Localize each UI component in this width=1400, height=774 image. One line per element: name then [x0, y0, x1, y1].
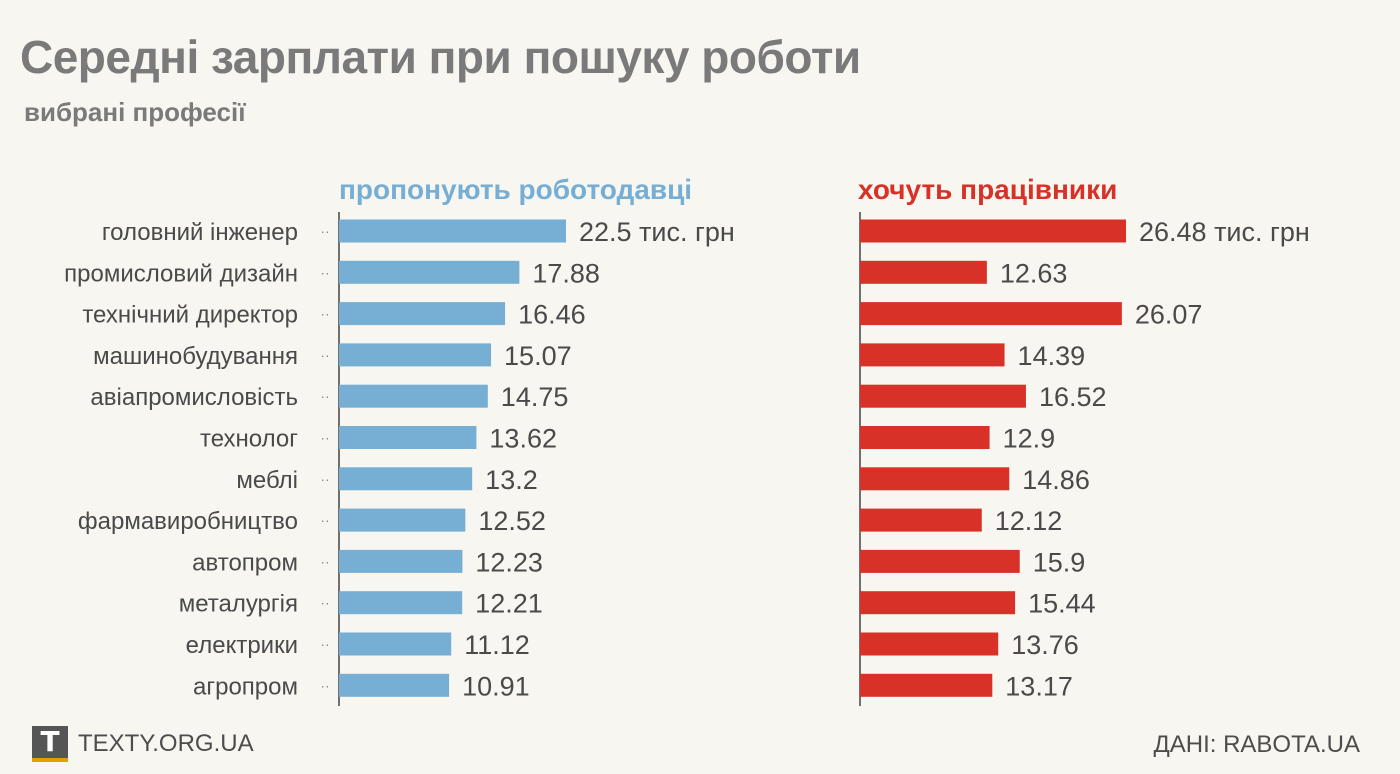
chart-title: Середні зарплати при пошуку роботи [20, 31, 861, 83]
series-header: пропонують роботодавці [339, 174, 692, 205]
bar [860, 343, 1005, 367]
leader-dots: ·· [320, 471, 329, 487]
chart-subtitle: вибрані професії [24, 97, 246, 127]
data-label: 13.62 [489, 424, 557, 454]
leader-dots: ·· [320, 636, 329, 652]
data-label: 14.39 [1018, 341, 1086, 371]
bar [860, 508, 982, 532]
category-label: авіапромисловість [90, 384, 298, 411]
data-label: 17.88 [532, 258, 600, 288]
bar [860, 302, 1122, 326]
bar [860, 591, 1016, 615]
data-label: 10.91 [462, 671, 530, 701]
bar [860, 632, 999, 656]
data-label: 15.9 [1033, 547, 1086, 577]
data-label: 12.63 [1000, 258, 1068, 288]
bar [339, 260, 520, 284]
category-label: технічний директор [82, 302, 298, 329]
leader-dots: ·· [320, 388, 329, 404]
category-label: промисловий дизайн [64, 260, 298, 287]
category-label: автопром [192, 549, 298, 576]
leader-dots: ·· [320, 264, 329, 280]
category-label: головний інженер [102, 219, 298, 246]
category-label: фармавиробництво [78, 508, 298, 535]
bar [860, 426, 990, 449]
leader-dots: ·· [320, 223, 329, 239]
leader-dots: ·· [320, 595, 329, 611]
bar [339, 632, 452, 656]
leader-dots: ·· [320, 677, 329, 693]
data-label: 13.76 [1011, 630, 1079, 660]
bar [339, 673, 450, 697]
bar [339, 384, 488, 408]
bar [339, 508, 466, 532]
category-label: технолог [200, 426, 298, 453]
data-label: 26.07 [1135, 300, 1203, 330]
bar [339, 426, 477, 449]
leader-dots: ·· [320, 512, 329, 528]
footer-brand: T TEXTY.ORG.UA [32, 726, 254, 762]
data-label: 26.48 тис. грн [1139, 217, 1310, 247]
data-label: 14.86 [1022, 465, 1090, 495]
bar [860, 260, 987, 284]
data-label: 12.52 [478, 506, 546, 536]
bar [339, 467, 473, 491]
data-label: 12.12 [995, 506, 1063, 536]
bar [860, 549, 1020, 573]
data-source: ДАНІ: RABOTA.UA [1153, 731, 1360, 758]
bar [860, 467, 1010, 491]
leader-dots: ·· [320, 553, 329, 569]
data-label: 12.23 [475, 547, 543, 577]
bar [860, 384, 1026, 408]
site-name: TEXTY.ORG.UA [78, 730, 254, 757]
data-label: 11.12 [464, 630, 530, 660]
category-label: машинобудування [93, 343, 298, 370]
data-label: 22.5 тис. грн [579, 217, 735, 247]
data-label: 12.21 [475, 589, 543, 619]
category-label: меблі [236, 467, 298, 494]
bar [339, 549, 463, 573]
data-label: 16.46 [518, 300, 586, 330]
data-label: 13.17 [1005, 671, 1073, 701]
data-label: 16.52 [1039, 382, 1107, 412]
bar [339, 219, 566, 243]
leader-dots: ·· [320, 347, 329, 363]
category-label: агропром [193, 673, 298, 700]
bar [339, 302, 506, 326]
leader-dots: ·· [320, 306, 329, 322]
bar [339, 591, 463, 615]
category-label: металургія [179, 591, 298, 618]
bar [860, 219, 1126, 243]
data-label: 13.2 [485, 465, 538, 495]
data-label: 14.75 [501, 382, 569, 412]
data-label: 15.07 [504, 341, 572, 371]
bar [860, 673, 993, 697]
texty-logo: T [32, 726, 68, 762]
category-label: електрики [186, 632, 298, 659]
data-label: 15.44 [1028, 589, 1096, 619]
bar [339, 343, 492, 367]
data-label: 12.9 [1003, 424, 1056, 454]
series-header: хочуть працівники [858, 174, 1117, 205]
leader-dots: ·· [320, 430, 329, 446]
